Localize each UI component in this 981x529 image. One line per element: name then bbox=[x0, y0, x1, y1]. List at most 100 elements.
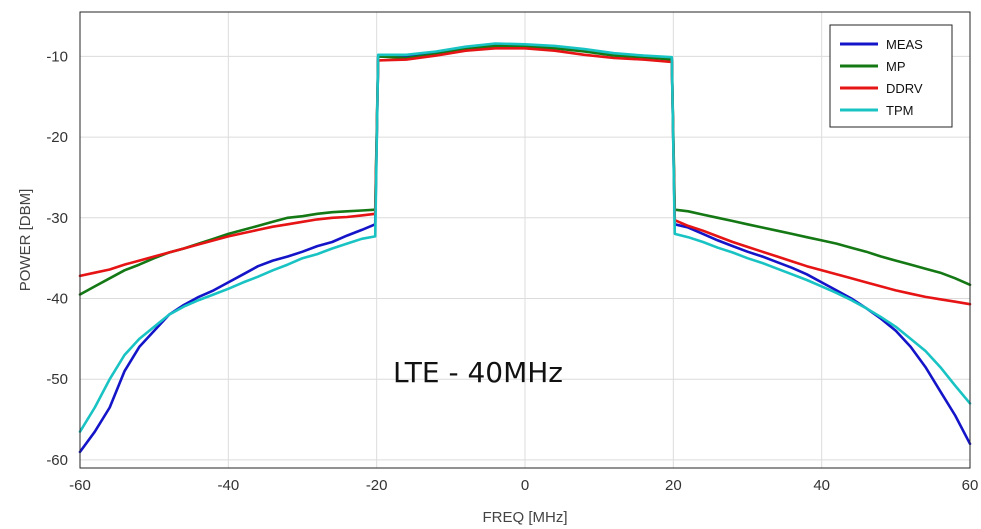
x-tick-label: -40 bbox=[217, 477, 239, 494]
data-point bbox=[93, 271, 96, 274]
data-point bbox=[271, 225, 274, 228]
data-point bbox=[939, 271, 942, 274]
data-point bbox=[716, 216, 719, 219]
data-point bbox=[670, 56, 673, 59]
legend-label-meas: MEAS bbox=[886, 37, 923, 52]
data-point bbox=[687, 236, 690, 239]
data-point bbox=[820, 269, 823, 272]
legend-label-ddrv: DDRV bbox=[886, 81, 923, 96]
y-tick-label: -20 bbox=[46, 129, 68, 146]
legend: MEAS MP DDRV TPM bbox=[829, 24, 953, 128]
y-tick-label: -60 bbox=[46, 452, 68, 469]
data-point bbox=[346, 242, 348, 245]
data-point bbox=[346, 210, 348, 213]
data-point bbox=[835, 242, 838, 245]
data-point bbox=[865, 281, 868, 284]
data-point bbox=[746, 257, 749, 260]
data-point bbox=[108, 277, 111, 280]
data-point bbox=[242, 232, 245, 235]
data-point bbox=[761, 250, 764, 253]
data-point bbox=[776, 229, 779, 232]
data-point bbox=[212, 239, 215, 242]
data-point bbox=[242, 229, 245, 231]
data-point bbox=[746, 250, 749, 253]
data-point bbox=[820, 285, 823, 288]
data-point bbox=[583, 50, 586, 53]
data-point bbox=[197, 299, 200, 301]
plot-frame bbox=[79, 11, 971, 469]
data-point bbox=[301, 215, 304, 218]
data-point bbox=[761, 255, 764, 258]
data-point bbox=[850, 299, 853, 301]
data-point bbox=[865, 250, 868, 253]
data-point bbox=[227, 281, 230, 284]
data-point bbox=[153, 325, 156, 328]
data-point bbox=[894, 329, 897, 332]
tick-labels: -60 -40 -20 0 20 40 60 -60 -50 -40 -30 -20 -10 bbox=[46, 48, 978, 494]
data-point bbox=[494, 47, 497, 50]
data-point bbox=[346, 234, 348, 237]
data-point bbox=[360, 209, 363, 212]
data-point bbox=[286, 255, 289, 258]
data-point bbox=[746, 246, 749, 248]
data-point bbox=[168, 313, 170, 316]
data-point bbox=[702, 233, 704, 235]
data-point bbox=[687, 225, 690, 227]
data-point bbox=[954, 277, 957, 280]
data-point bbox=[286, 223, 289, 226]
data-point bbox=[702, 213, 704, 216]
data-point bbox=[791, 233, 793, 235]
data-point bbox=[850, 277, 853, 280]
x-tick-label: 20 bbox=[665, 477, 682, 494]
x-tick-label: 40 bbox=[813, 477, 830, 494]
data-point bbox=[271, 220, 274, 223]
series-tpm bbox=[78, 42, 972, 433]
data-point bbox=[553, 47, 556, 50]
legend-label-mp: MP bbox=[886, 59, 906, 74]
y-tick-label: -50 bbox=[46, 371, 68, 388]
data-point bbox=[761, 226, 764, 229]
data-point bbox=[197, 296, 200, 298]
data-point bbox=[168, 251, 170, 254]
data-point bbox=[776, 261, 779, 264]
data-point bbox=[331, 216, 334, 219]
data-point bbox=[924, 350, 927, 352]
data-point bbox=[805, 265, 808, 268]
data-point bbox=[316, 253, 319, 256]
data-point bbox=[360, 237, 363, 240]
data-point bbox=[805, 236, 808, 239]
data-point bbox=[583, 48, 586, 50]
data-point bbox=[791, 273, 793, 276]
x-tick-label: -60 bbox=[69, 477, 91, 494]
data-point bbox=[673, 233, 676, 235]
data-point bbox=[257, 225, 259, 227]
data-point bbox=[227, 235, 230, 238]
data-point bbox=[377, 53, 380, 56]
data-point bbox=[524, 43, 526, 46]
data-point bbox=[153, 255, 156, 258]
data-point bbox=[286, 263, 289, 266]
data-point bbox=[257, 229, 259, 231]
data-point bbox=[108, 268, 111, 271]
data-point bbox=[791, 266, 793, 269]
data-point bbox=[791, 260, 793, 263]
data-point bbox=[880, 285, 882, 288]
data-point bbox=[212, 293, 215, 296]
data-point bbox=[687, 210, 690, 213]
data-point bbox=[954, 384, 957, 387]
data-point bbox=[909, 338, 912, 340]
data-point bbox=[464, 49, 467, 52]
data-point bbox=[182, 305, 185, 308]
data-point bbox=[271, 259, 274, 262]
data-point bbox=[153, 329, 156, 332]
data-point bbox=[123, 354, 126, 356]
data-point bbox=[405, 53, 408, 56]
data-point bbox=[894, 325, 897, 328]
data-point bbox=[776, 267, 779, 270]
data-point bbox=[360, 229, 363, 231]
data-point bbox=[702, 241, 704, 243]
data-point bbox=[865, 307, 868, 310]
data-point bbox=[894, 259, 897, 262]
data-point bbox=[939, 366, 942, 368]
